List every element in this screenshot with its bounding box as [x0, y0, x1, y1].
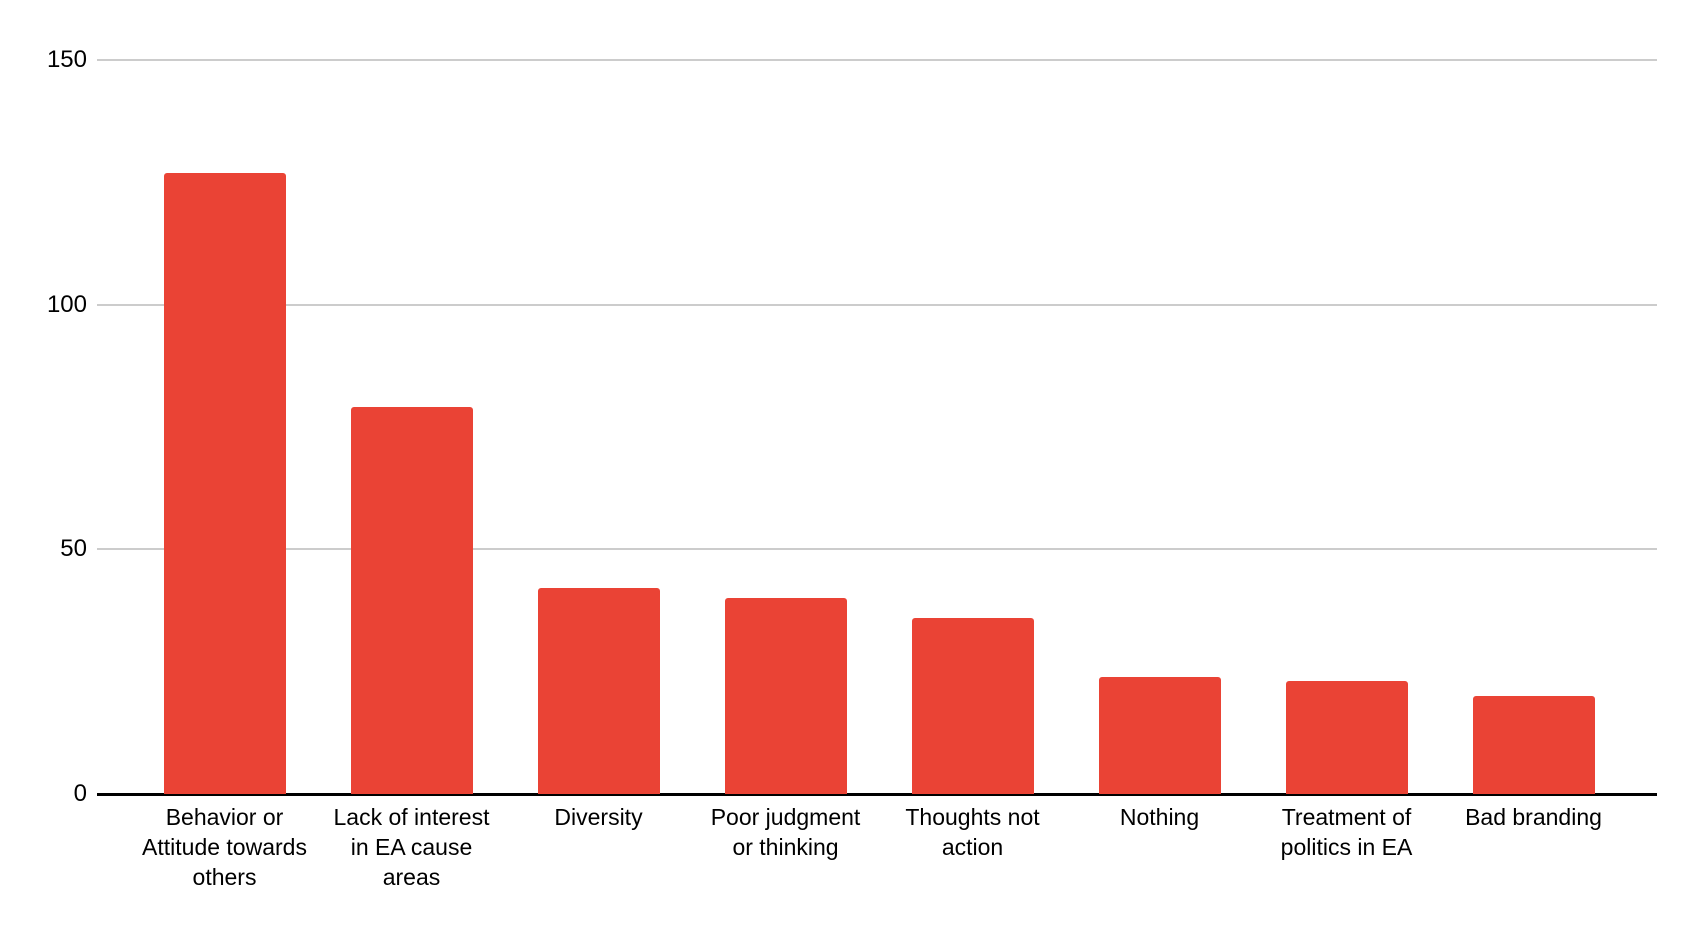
x-tick-label-line: action	[941, 834, 1004, 860]
x-tick-label: Lack of interest in EA cause areas	[318, 802, 505, 892]
x-tick-label-line: Nothing	[1119, 804, 1200, 830]
x-tick-label-line: areas	[382, 864, 441, 890]
x-tick-label-line: politics in EA	[1280, 834, 1413, 860]
x-tick-label: Nothing	[1066, 802, 1253, 832]
x-tick-label-line: Diversity	[554, 804, 643, 830]
x-tick-label-line: Treatment of	[1281, 804, 1412, 830]
x-tick-label-line: Behavior or	[165, 804, 284, 830]
x-tick-label-line: Bad branding	[1465, 804, 1602, 830]
x-tick-label: Bad branding	[1440, 802, 1627, 832]
x-tick-label-line: in EA cause	[350, 834, 473, 860]
x-tick-label-line: Thoughts not	[905, 804, 1040, 830]
x-tick-label-line: or thinking	[732, 834, 839, 860]
x-tick-label: Thoughts not action	[879, 802, 1066, 862]
y-tick-label: 50	[60, 535, 87, 563]
gridline	[97, 59, 1657, 61]
y-tick-label: 150	[46, 46, 87, 73]
bar-1	[163, 172, 286, 794]
bar-5	[911, 617, 1034, 794]
bar-4	[724, 598, 847, 794]
x-axis-line	[97, 792, 1657, 796]
x-tick-label-line: Lack of interest	[333, 804, 490, 830]
x-tick-label: Poor judgment or thinking	[692, 802, 879, 862]
bar-3	[537, 588, 660, 794]
gridline	[97, 548, 1657, 551]
x-tick-label: Behavior or Attitude towards others	[131, 802, 318, 892]
x-tick-label: Treatment of politics in EA	[1253, 802, 1440, 862]
x-tick-label-line: Poor judgment	[710, 804, 861, 830]
x-tick-label: Diversity	[505, 802, 692, 832]
bar-7	[1285, 681, 1408, 794]
bar-6	[1098, 676, 1221, 794]
x-tick-label-line: others	[192, 864, 257, 890]
y-tick-label: 100	[46, 290, 87, 318]
x-tick-label-line: Attitude towards	[142, 834, 307, 860]
y-tick-label: 0	[73, 780, 87, 807]
bar-2	[350, 407, 473, 794]
bar-8	[1472, 696, 1595, 794]
gridline	[97, 303, 1657, 306]
